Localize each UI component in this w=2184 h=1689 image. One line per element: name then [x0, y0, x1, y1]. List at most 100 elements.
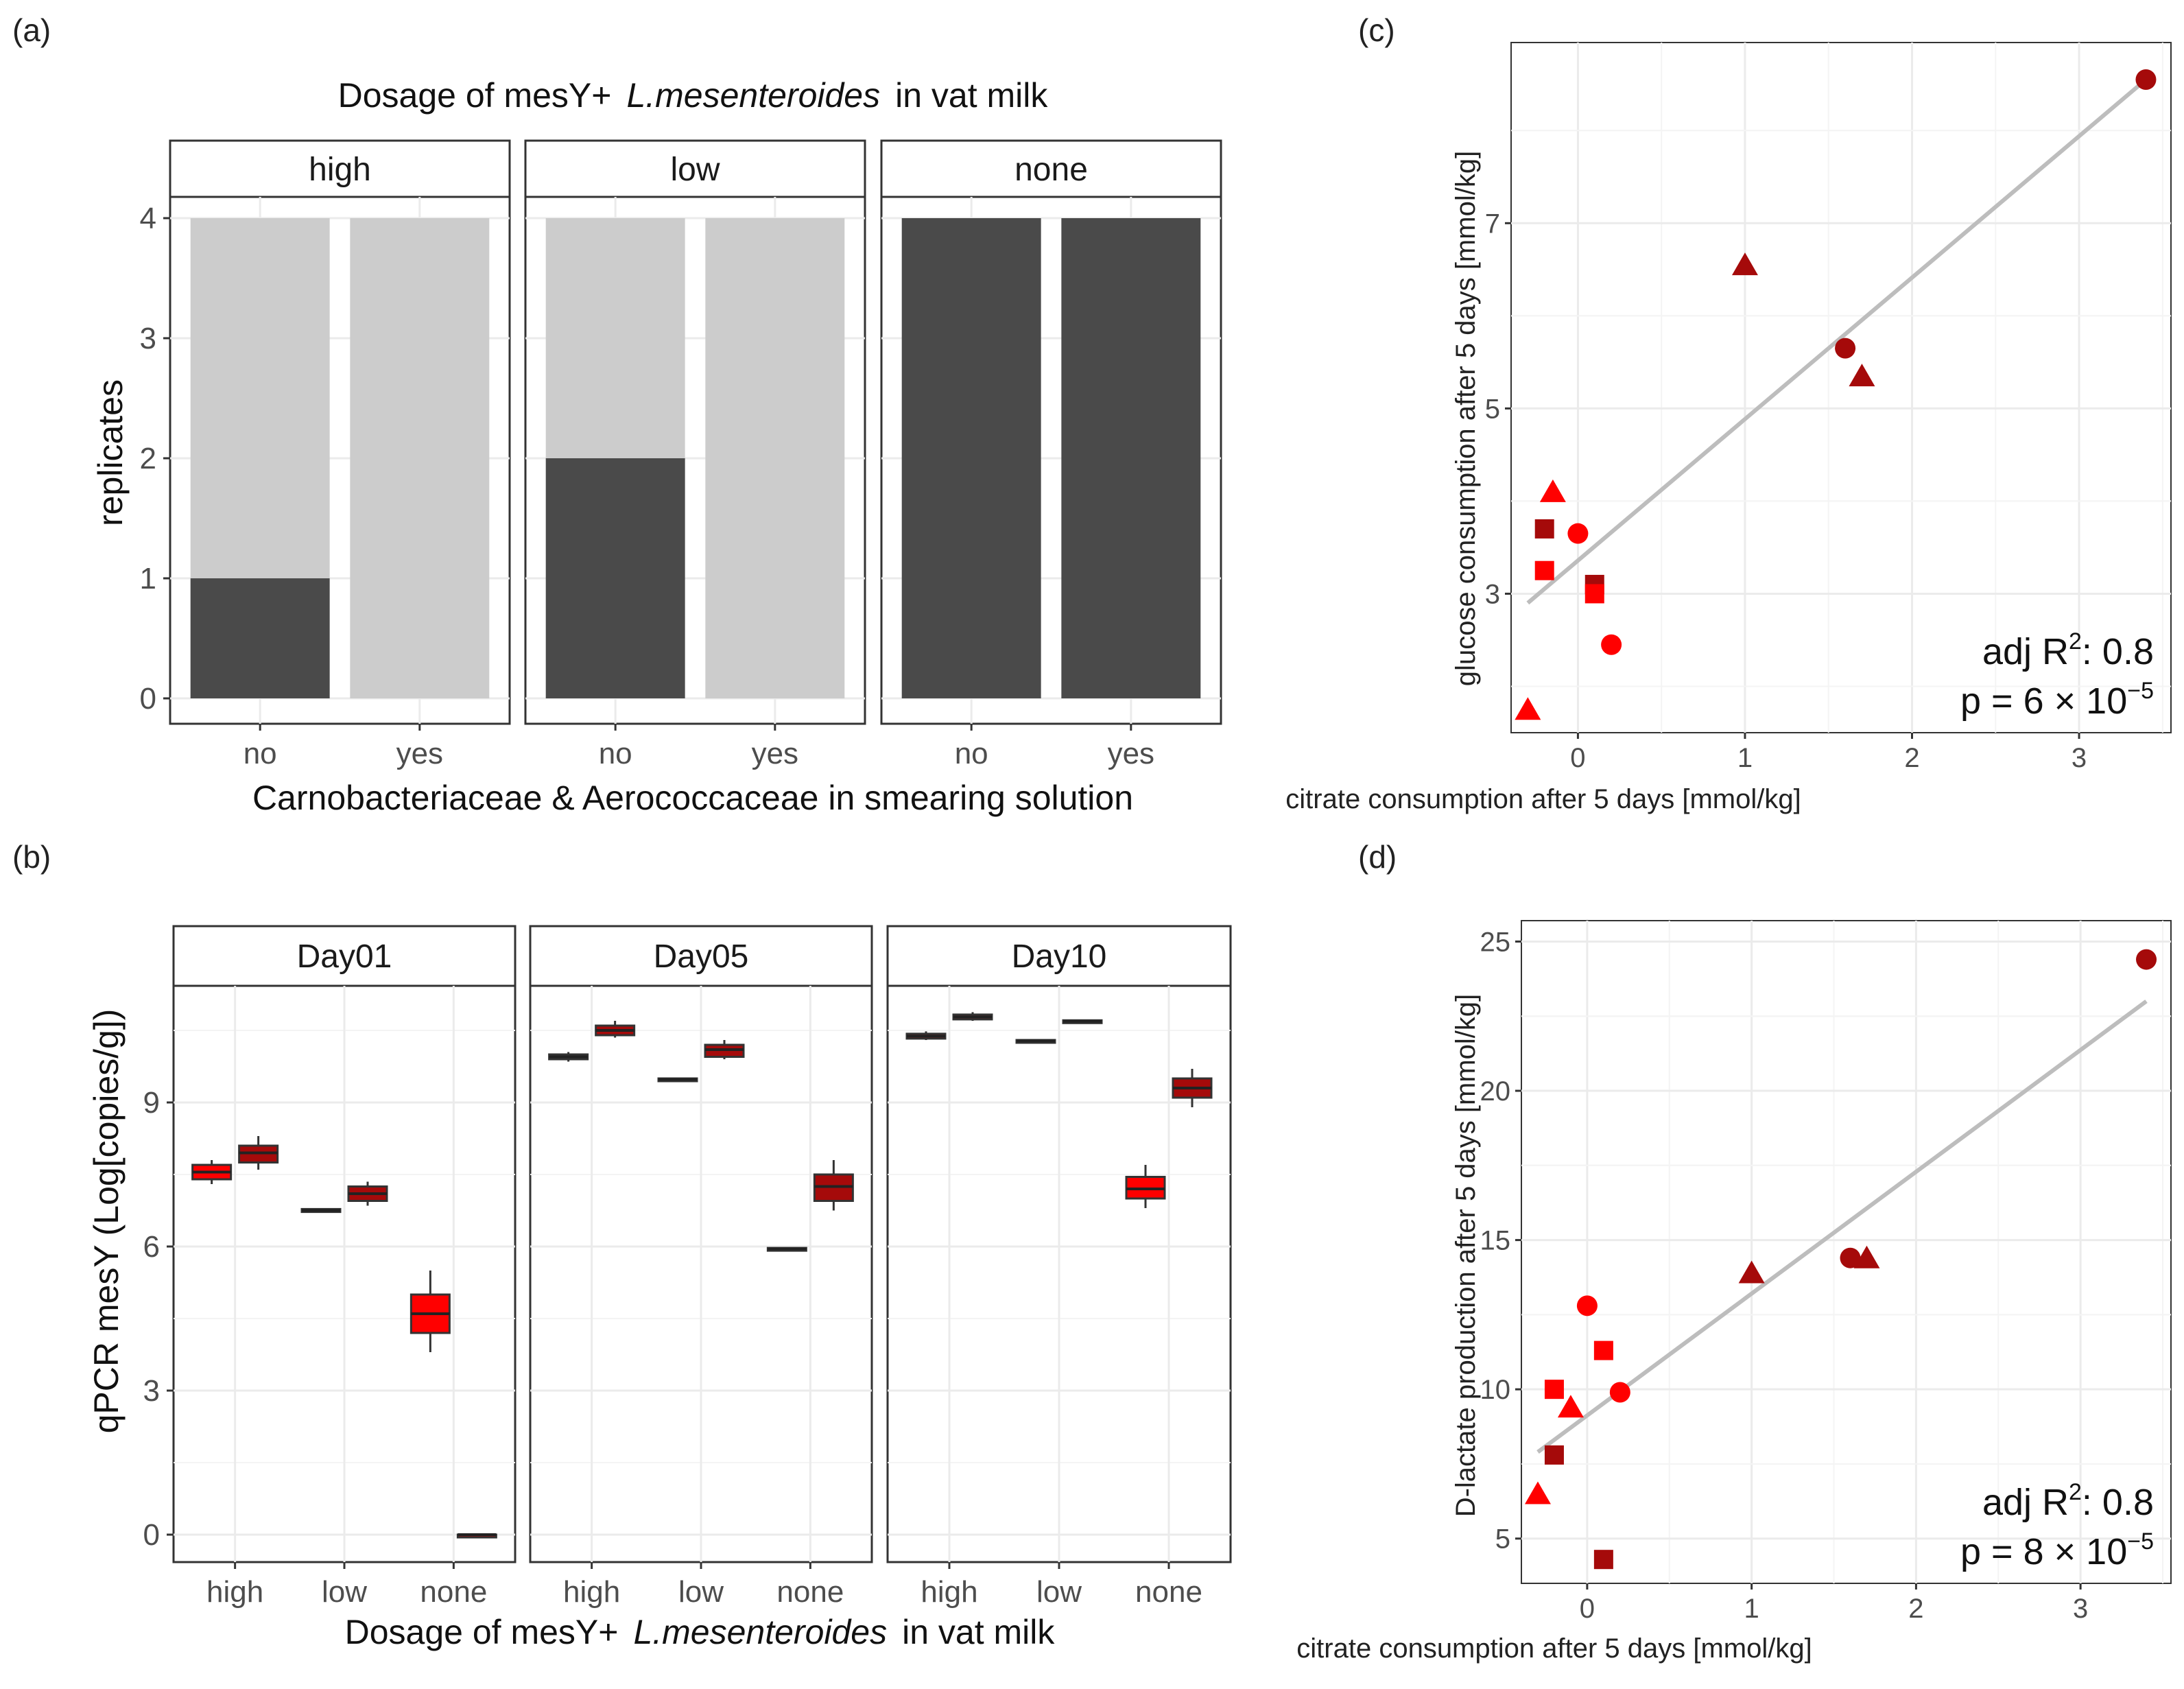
panel-c-point-triangle [1849, 364, 1875, 387]
panel-b-box [952, 1012, 993, 1021]
panel-a-title: Dosage of mesY+ L.mesenteroides in vat mil… [338, 76, 1049, 115]
panel-d-point-circle [1609, 1382, 1630, 1403]
panel-b-x-tick-label: high [206, 1575, 263, 1609]
panel-b-box [1015, 1039, 1056, 1044]
panel-c-point-triangle [1731, 252, 1758, 276]
panel-d-fit-line [1536, 1000, 2148, 1454]
panel-c-r2-annotation: adj R2: 0.8 [1982, 628, 2154, 672]
panel-b-box [410, 1271, 451, 1352]
panel-c-p-annotation: p = 6 × 10−5 [1960, 678, 2154, 722]
panel-d-scatter: 0 1 2 3 5 10 15 20 25 citrate consumption after … [1296, 920, 2172, 1664]
panel-b-y-tick-label: 0 [143, 1518, 160, 1552]
panel-a-x-axis-label: Carnobacteriaceae & Aerococcaceae in sme… [252, 779, 1133, 817]
panel-b-box [905, 1031, 947, 1040]
panel-b-box [238, 1136, 279, 1170]
panel-label-b: (b) [12, 839, 51, 875]
panel-a-bar-light [350, 218, 490, 698]
panel-d-y-tick-label: 25 [1480, 927, 1511, 957]
panel-c-y-tick-label: 7 [1485, 209, 1500, 239]
panel-c-x-tick-label: 2 [1904, 743, 1919, 773]
panel-d-x-tick-label: 3 [2073, 1594, 2088, 1624]
panel-d-point-triangle [1738, 1260, 1765, 1284]
panel-b-y-axis-label: qPCR mesY (Log[copies/g]) [87, 1009, 126, 1434]
panel-b-x-tick-label: none [1135, 1575, 1202, 1609]
panel-c-x-tick-label: 0 [1570, 743, 1585, 773]
panel-d-x-tick-label: 2 [1908, 1594, 1923, 1624]
panel-c-point-triangle [1539, 479, 1566, 502]
panel-b-box [813, 1160, 854, 1211]
panel-b-facet-Day10: Day10 high low none [886, 925, 1232, 1609]
panel-d-x-tick-label: 1 [1744, 1594, 1759, 1624]
panel-b-facet-Day01: Day01 high low none [172, 925, 517, 1609]
panel-b-strip [529, 925, 873, 987]
panel-d-point-circle [2136, 949, 2157, 970]
panel-b-box [1062, 1019, 1103, 1024]
panel-a-x-tick-label: no [599, 737, 632, 770]
panel-b-strip [172, 925, 517, 987]
panel-c-point-circle [1601, 634, 1622, 655]
panel-c-scatter: 0 1 2 3 3 5 7 citrate consumption after 5 days… [1285, 42, 2172, 814]
panel-a-y-tick-label: 2 [140, 442, 156, 475]
panel-d-point-triangle [1557, 1395, 1584, 1418]
panel-a-y-tick-label: 3 [140, 322, 156, 355]
panel-c-point-square [1534, 519, 1554, 539]
panel-a-y-axis-label: replicates [91, 379, 130, 526]
panel-a-facet-low: low no yes [524, 139, 866, 770]
panel-b-strip-label: Day01 [297, 938, 392, 975]
panel-a-bar-dark [190, 578, 330, 698]
panel-d-x-tick-label: 0 [1580, 1594, 1595, 1624]
panel-b-facet-Day05: Day05 high low none [529, 925, 873, 1609]
panel-b-x-tick-label: high [921, 1575, 977, 1609]
panel-b-y-tick-label: 6 [143, 1230, 160, 1264]
panel-b-strip-label: Day05 [654, 938, 749, 975]
panel-d-point-triangle [1853, 1245, 1880, 1268]
panel-a-strip [169, 139, 511, 198]
panel-d-y-tick-label: 10 [1480, 1375, 1511, 1405]
panel-a-bar-dark [1061, 218, 1201, 698]
panel-a-strip [524, 139, 866, 198]
panel-c-y-tick-label: 5 [1485, 394, 1500, 424]
panel-d-y-tick-label: 15 [1480, 1226, 1511, 1256]
panel-a-facet-none: none no yes [880, 139, 1222, 770]
panel-c-point-triangle [1515, 697, 1541, 720]
panel-a-y-tick-label: 0 [140, 682, 156, 716]
panel-a-strip-label: high [309, 152, 371, 188]
panel-d-y-tick-label: 20 [1480, 1076, 1511, 1107]
panel-d-point-circle [1840, 1247, 1861, 1268]
panel-d-y-axis-label: D-lactate production after 5 days [mmol/… [1451, 994, 1481, 1517]
panel-label-a: (a) [12, 12, 51, 48]
panel-b-strip-label: Day10 [1012, 938, 1107, 975]
panel-d-p-annotation: p = 8 × 10−5 [1960, 1528, 2154, 1572]
panel-c-point-square [1584, 584, 1604, 604]
panel-b-box [300, 1207, 342, 1214]
panel-a-bar-dark [901, 218, 1041, 698]
panel-d-r2-annotation: adj R2: 0.8 [1982, 1479, 2154, 1523]
panel-b-box [548, 1052, 589, 1062]
panel-d-y-tick-label: 5 [1495, 1524, 1510, 1555]
panel-d-point-square [1544, 1445, 1564, 1465]
panel-c-x-tick-label: 1 [1737, 743, 1753, 773]
panel-d-point-circle [1576, 1295, 1598, 1316]
panel-c-y-axis-label: glucose consumption after 5 days [mmol/k… [1451, 151, 1481, 686]
panel-a-bar-light [190, 218, 330, 578]
panel-b-x-tick-label: low [678, 1575, 724, 1609]
panel-b-x-tick-label: low [1036, 1575, 1082, 1609]
panel-b-x-tick-label: none [776, 1575, 844, 1609]
panel-b-box [347, 1181, 388, 1206]
panel-b-box [456, 1533, 497, 1539]
panel-d-point-square [1593, 1340, 1613, 1360]
panel-b-x-tick-label: none [420, 1575, 487, 1609]
panel-c-point-circle [2135, 69, 2157, 91]
panel-b-boxplot: qPCR mesY (Log[copies/g]) Dosage of mesY… [87, 925, 1232, 1651]
panel-a-x-tick-label: no [955, 737, 988, 770]
panel-a-bar-chart: Dosage of mesY+ L.mesenteroides in vat mil… [91, 76, 1222, 817]
panel-a-x-tick-label: yes [752, 737, 798, 770]
panel-c-point-square [1534, 560, 1554, 580]
panel-a-bar-light [705, 218, 845, 698]
panel-a-bar-light [545, 218, 685, 458]
panel-b-x-tick-label: high [563, 1575, 620, 1609]
panel-b-y-tick-label: 3 [143, 1374, 160, 1408]
panel-a-x-tick-label: no [244, 737, 277, 770]
panel-label-d: (d) [1358, 839, 1397, 875]
panel-b-box [1172, 1069, 1213, 1107]
